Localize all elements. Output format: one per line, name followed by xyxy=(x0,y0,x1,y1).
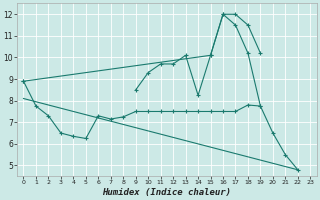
X-axis label: Humidex (Indice chaleur): Humidex (Indice chaleur) xyxy=(102,188,231,197)
